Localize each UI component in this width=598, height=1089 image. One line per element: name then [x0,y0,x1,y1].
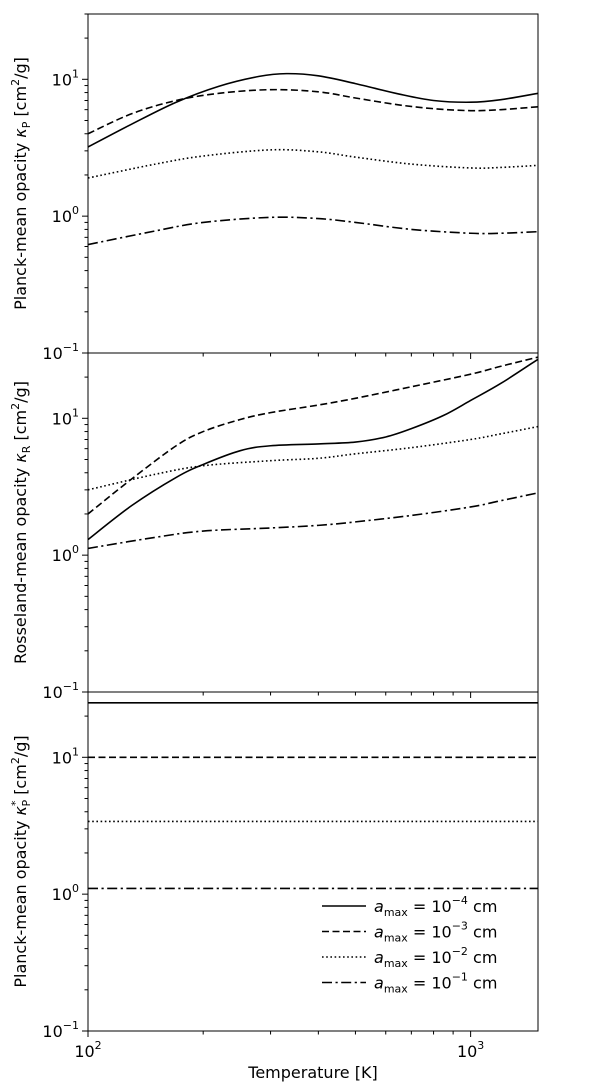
panels: 10−1 100 101 Planck-mean opacity κP [cm2/g]… [9,13,539,1061]
y-tick-label: 10−1 [42,1019,79,1041]
y-tick-label: 10−1 [42,341,79,363]
panel-middle: 10−1 100 101 Rosseland-mean opacity κR [cm2… [9,352,539,702]
series-line-dotted [88,148,538,179]
series-line-dashdot [88,492,538,550]
legend-entry-solid: amax = 10−4 cm [322,894,497,919]
y-tick-label: 101 [52,67,79,89]
y-axis-label: Rosseland-mean opacity κR [cm2/g] [9,381,33,664]
axes-frame [87,352,539,693]
series-line-dashed [88,88,538,135]
legend-entry-dashdot: amax = 10−1 cm [322,971,497,996]
series-group [88,702,538,890]
y-tick-label: 101 [52,745,79,767]
legend-label: amax = 10−1 cm [374,971,497,996]
y-axis-label: Planck-mean opacity κP [cm2/g] [9,57,33,310]
y-tick-label: 10−1 [42,680,79,702]
y-tick-label: 100 [52,543,79,565]
x-axis-label: Temperature [K] [247,1063,377,1082]
series-line-solid [88,72,538,148]
series-group [88,72,538,246]
x-tick-label: 103 [457,1039,484,1061]
axes-frame [87,691,539,1032]
series-group [88,356,538,550]
y-tick-label: 101 [52,406,79,428]
y-tick-label: 100 [52,204,79,226]
series-line-dashed [88,356,538,515]
y-axis-label: Planck-mean opacity κ*P [cm2/g] [9,735,33,987]
y-tick-label: 100 [52,882,79,904]
legend-label: amax = 10−2 cm [374,945,497,970]
x-tick-label: 102 [74,1039,101,1061]
legend-entry-dashed: amax = 10−3 cm [322,920,497,945]
panel-top: 10−1 100 101 Planck-mean opacity κP [cm2/g] [9,13,539,363]
series-line-solid [88,358,538,541]
legend-label: amax = 10−4 cm [374,894,497,919]
axes-frame [87,13,539,354]
legend-label: amax = 10−3 cm [374,920,497,945]
series-line-dotted [88,425,538,491]
series-line-dashdot [88,216,538,246]
panel-bottom: 10−1 100 101 102 103 Planck-mean opacity κ*P … [9,691,539,1061]
legend-entry-dotted: amax = 10−2 cm [322,945,497,970]
